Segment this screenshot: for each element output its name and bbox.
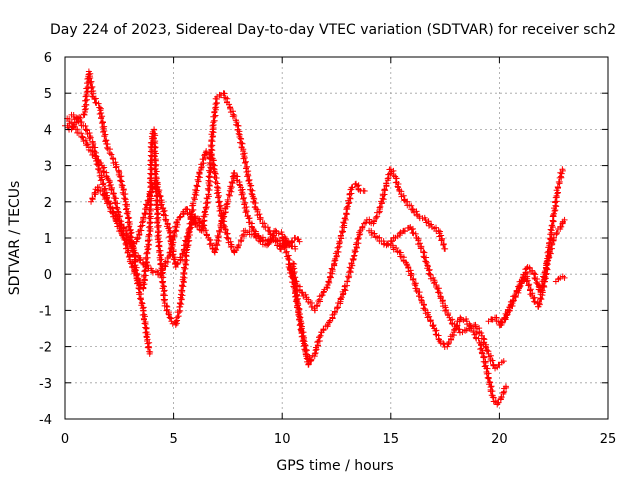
series-satellite-track-F [285, 180, 368, 314]
series-satellite-track-L [552, 273, 568, 285]
x-tick-label: 25 [600, 432, 617, 447]
series-satellite-track-H [366, 224, 507, 372]
series-satellite-track-K [485, 216, 568, 329]
y-tick-label: -2 [39, 341, 52, 356]
chart-title: Day 224 of 2023, Sidereal Day-to-day VTE… [50, 22, 616, 38]
y-tick-label: 3 [44, 160, 52, 175]
series-markers [485, 216, 568, 329]
y-tick-label: 0 [44, 268, 52, 283]
y-tick-label: 2 [44, 196, 52, 211]
data-points [62, 68, 568, 408]
y-axis-title: SDTVAR / TECUs [7, 181, 23, 296]
series-satellite-track-D [88, 169, 290, 270]
series-markers [289, 260, 314, 365]
y-tick-label: 5 [44, 87, 52, 102]
y-tick-label: -3 [39, 377, 52, 392]
x-tick-label: 5 [169, 432, 177, 447]
series-markers [387, 242, 510, 408]
series-satellite-track-C [68, 90, 299, 278]
x-tick-label: 10 [274, 432, 291, 447]
series-markers [88, 169, 290, 270]
x-tick-label: 15 [383, 432, 400, 447]
series-markers [68, 90, 299, 278]
y-tick-label: -4 [39, 413, 52, 428]
x-tick-label: 0 [61, 432, 69, 447]
y-tick-label: 4 [44, 123, 52, 138]
y-tick-label: 6 [44, 51, 52, 66]
series-markers [366, 224, 507, 372]
x-axis-title: GPS time / hours [276, 458, 393, 474]
y-tick-label: 1 [44, 232, 52, 247]
series-satellite-track-G [289, 260, 314, 365]
series-markers [552, 273, 568, 285]
x-tick-label: 20 [491, 432, 508, 447]
series-markers [285, 180, 368, 314]
axis-ticks: 0 5 10 15 20 25 -4 -3 -2 -1 0 1 2 3 4 5 6 [39, 51, 616, 447]
y-tick-label: -1 [39, 304, 52, 319]
series-satellite-track-I [387, 242, 510, 408]
